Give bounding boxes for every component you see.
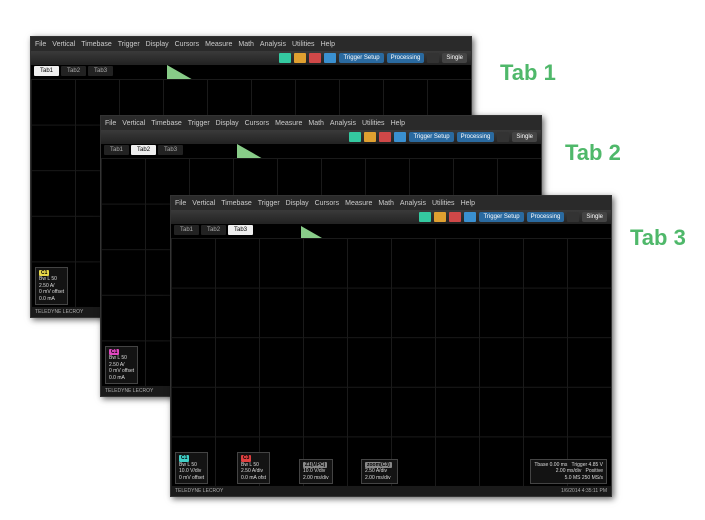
annotation-tab2: Tab 2 [565,140,621,166]
waveform-svg [171,238,611,486]
channel-descriptor-c1[interactable]: C1Bw L 5010.0 V/div0 mV offset [175,452,208,484]
channel-descriptor-c3[interactable]: C3Bw L 502.50 A/div0.0 mA ofst [237,452,270,484]
toolbar: Trigger SetupProcessingSingle [171,210,611,224]
channel-descriptor-z1(mpc)[interactable]: Z1(MPC)10.0 V/div2.00 ms/div [299,459,333,485]
annotation-tab3: Tab 3 [630,225,686,251]
channel-descriptor-zoom(c3)[interactable]: zoom(C3)2.50 A/div2.00 ms/div [361,459,398,485]
oscilloscope-window-3: FileVerticalTimebaseTriggerDisplayCursor… [170,195,612,497]
channel-badge: C1 [179,455,189,462]
toolbar: Trigger SetupProcessingSingle [101,130,541,144]
waveform-area: C1Bw L 5010.0 V/div0 mV offset C3Bw L 502… [171,238,611,486]
channel-descriptor-c1[interactable]: C1Bw L 502.50 A/0 mV offset0.0 mA [105,346,138,385]
toolbar: Trigger SetupProcessingSingle [31,51,471,65]
play-icon[interactable] [497,132,509,142]
timebase-trigger-readout[interactable]: Tbase 0.00 ms Trigger 4.85 V2.00 ms/div … [530,459,607,485]
channel-descriptor-c1[interactable]: C1Bw L 502.50 A/0 mV offset0.0 mA [35,267,68,306]
channel-badge: C3 [241,455,251,462]
play-icon[interactable] [567,212,579,222]
play-icon[interactable] [427,53,439,63]
annotation-tab1: Tab 1 [500,60,556,86]
